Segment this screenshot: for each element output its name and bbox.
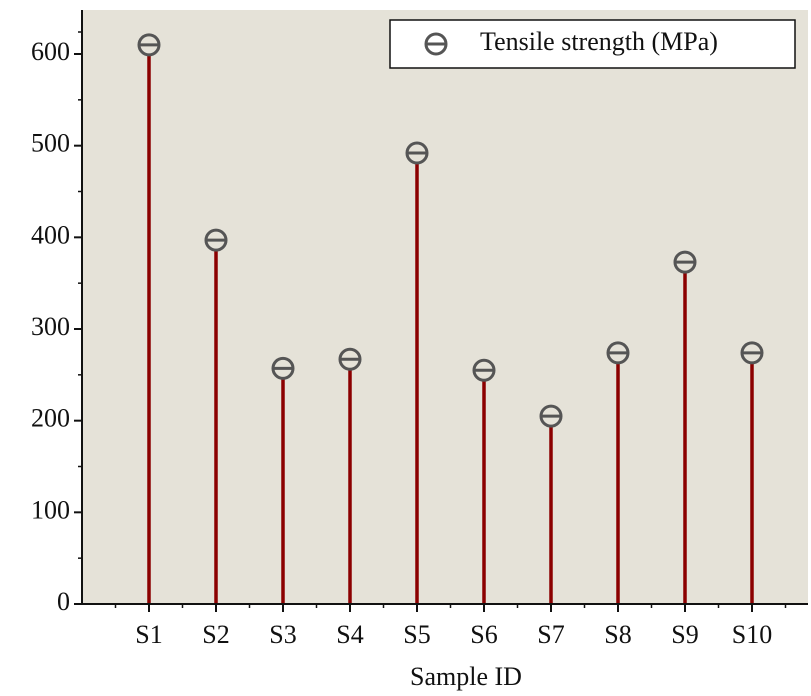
legend-label: Tensile strength (MPa)	[480, 27, 718, 56]
y-tick-label: 600	[31, 37, 70, 66]
y-tick-label: 500	[31, 129, 70, 158]
legend-box	[389, 19, 796, 69]
y-tick-label: 400	[31, 220, 70, 249]
legend: Tensile strength (MPa)	[389, 19, 796, 69]
x-tick-label: S10	[732, 620, 772, 649]
x-tick-label: S3	[269, 620, 296, 649]
y-tick-label: 100	[31, 495, 70, 524]
x-tick-label: S5	[403, 620, 430, 649]
x-tick-label: S2	[202, 620, 229, 649]
x-tick-label: S9	[671, 620, 698, 649]
x-tick-label: S4	[336, 620, 363, 649]
y-tick-label: 0	[57, 587, 70, 616]
y-tick-label: 200	[31, 404, 70, 433]
x-tick-label: S6	[470, 620, 497, 649]
x-tick-label: S8	[604, 620, 631, 649]
y-tick-label: 300	[31, 312, 70, 341]
x-tick-label: S7	[537, 620, 564, 649]
x-axis-title: Sample ID	[410, 662, 522, 691]
x-tick-label: S1	[135, 620, 162, 649]
plot-area	[82, 10, 808, 604]
